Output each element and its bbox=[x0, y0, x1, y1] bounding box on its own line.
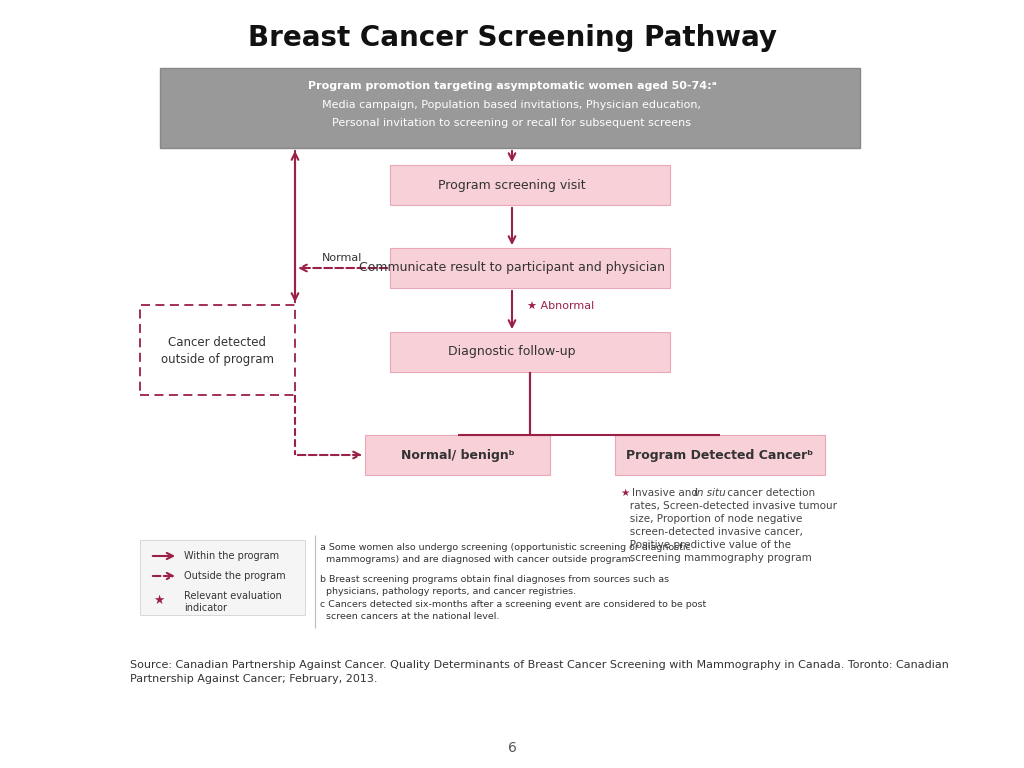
Text: ★ Abnormal: ★ Abnormal bbox=[527, 301, 594, 311]
Text: Breast Cancer Screening Pathway: Breast Cancer Screening Pathway bbox=[248, 24, 776, 52]
FancyBboxPatch shape bbox=[390, 165, 670, 205]
Text: outside of program: outside of program bbox=[161, 353, 274, 366]
FancyBboxPatch shape bbox=[140, 305, 295, 395]
Text: Communicate result to participant and physician: Communicate result to participant and ph… bbox=[359, 261, 665, 274]
Text: indicator: indicator bbox=[184, 603, 227, 613]
Text: cancer detection: cancer detection bbox=[724, 488, 815, 498]
FancyBboxPatch shape bbox=[390, 332, 670, 372]
FancyBboxPatch shape bbox=[390, 248, 670, 288]
Text: Media campaign, Population based invitations, Physician education,: Media campaign, Population based invitat… bbox=[323, 100, 701, 110]
Text: Within the program: Within the program bbox=[184, 551, 280, 561]
Text: rates, Screen-detected invasive tumour: rates, Screen-detected invasive tumour bbox=[620, 501, 837, 511]
Text: 6: 6 bbox=[508, 741, 516, 755]
Text: Outside the program: Outside the program bbox=[184, 571, 286, 581]
Text: Relevant evaluation: Relevant evaluation bbox=[184, 591, 282, 601]
Text: Cancer detected: Cancer detected bbox=[169, 336, 266, 349]
Text: in situ: in situ bbox=[694, 488, 726, 498]
Text: ★: ★ bbox=[620, 488, 630, 498]
Text: Personal invitation to screening or recall for subsequent screens: Personal invitation to screening or reca… bbox=[333, 118, 691, 128]
Text: ★: ★ bbox=[154, 594, 165, 607]
Text: Normal: Normal bbox=[323, 253, 362, 263]
Text: Normal/ benignᵇ: Normal/ benignᵇ bbox=[400, 449, 514, 462]
Text: Source: Canadian Partnership Against Cancer. Quality Determinants of Breast Canc: Source: Canadian Partnership Against Can… bbox=[130, 660, 949, 684]
FancyBboxPatch shape bbox=[160, 68, 860, 148]
Text: b Breast screening programs obtain final diagnoses from sources such as
  physic: b Breast screening programs obtain final… bbox=[319, 575, 669, 596]
Text: size, Proportion of node negative: size, Proportion of node negative bbox=[620, 514, 803, 524]
Text: Program screening visit: Program screening visit bbox=[438, 178, 586, 191]
FancyBboxPatch shape bbox=[365, 435, 550, 475]
Text: Diagnostic follow-up: Diagnostic follow-up bbox=[449, 346, 575, 359]
FancyBboxPatch shape bbox=[140, 540, 305, 615]
Text: screen-detected invasive cancer,: screen-detected invasive cancer, bbox=[620, 527, 803, 537]
Text: Positive predictive value of the: Positive predictive value of the bbox=[620, 540, 791, 550]
Text: screening mammography program: screening mammography program bbox=[620, 553, 812, 563]
FancyBboxPatch shape bbox=[615, 435, 825, 475]
Text: Program promotion targeting asymptomatic women aged 50-74:ᵃ: Program promotion targeting asymptomatic… bbox=[307, 81, 717, 91]
Text: c Cancers detected six-months after a screening event are considered to be post
: c Cancers detected six-months after a sc… bbox=[319, 600, 707, 621]
Text: Invasive and: Invasive and bbox=[632, 488, 701, 498]
Text: Program Detected Cancerᵇ: Program Detected Cancerᵇ bbox=[627, 449, 814, 462]
Text: a Some women also undergo screening (opportunistic screening or diagnostic
  mam: a Some women also undergo screening (opp… bbox=[319, 543, 691, 564]
